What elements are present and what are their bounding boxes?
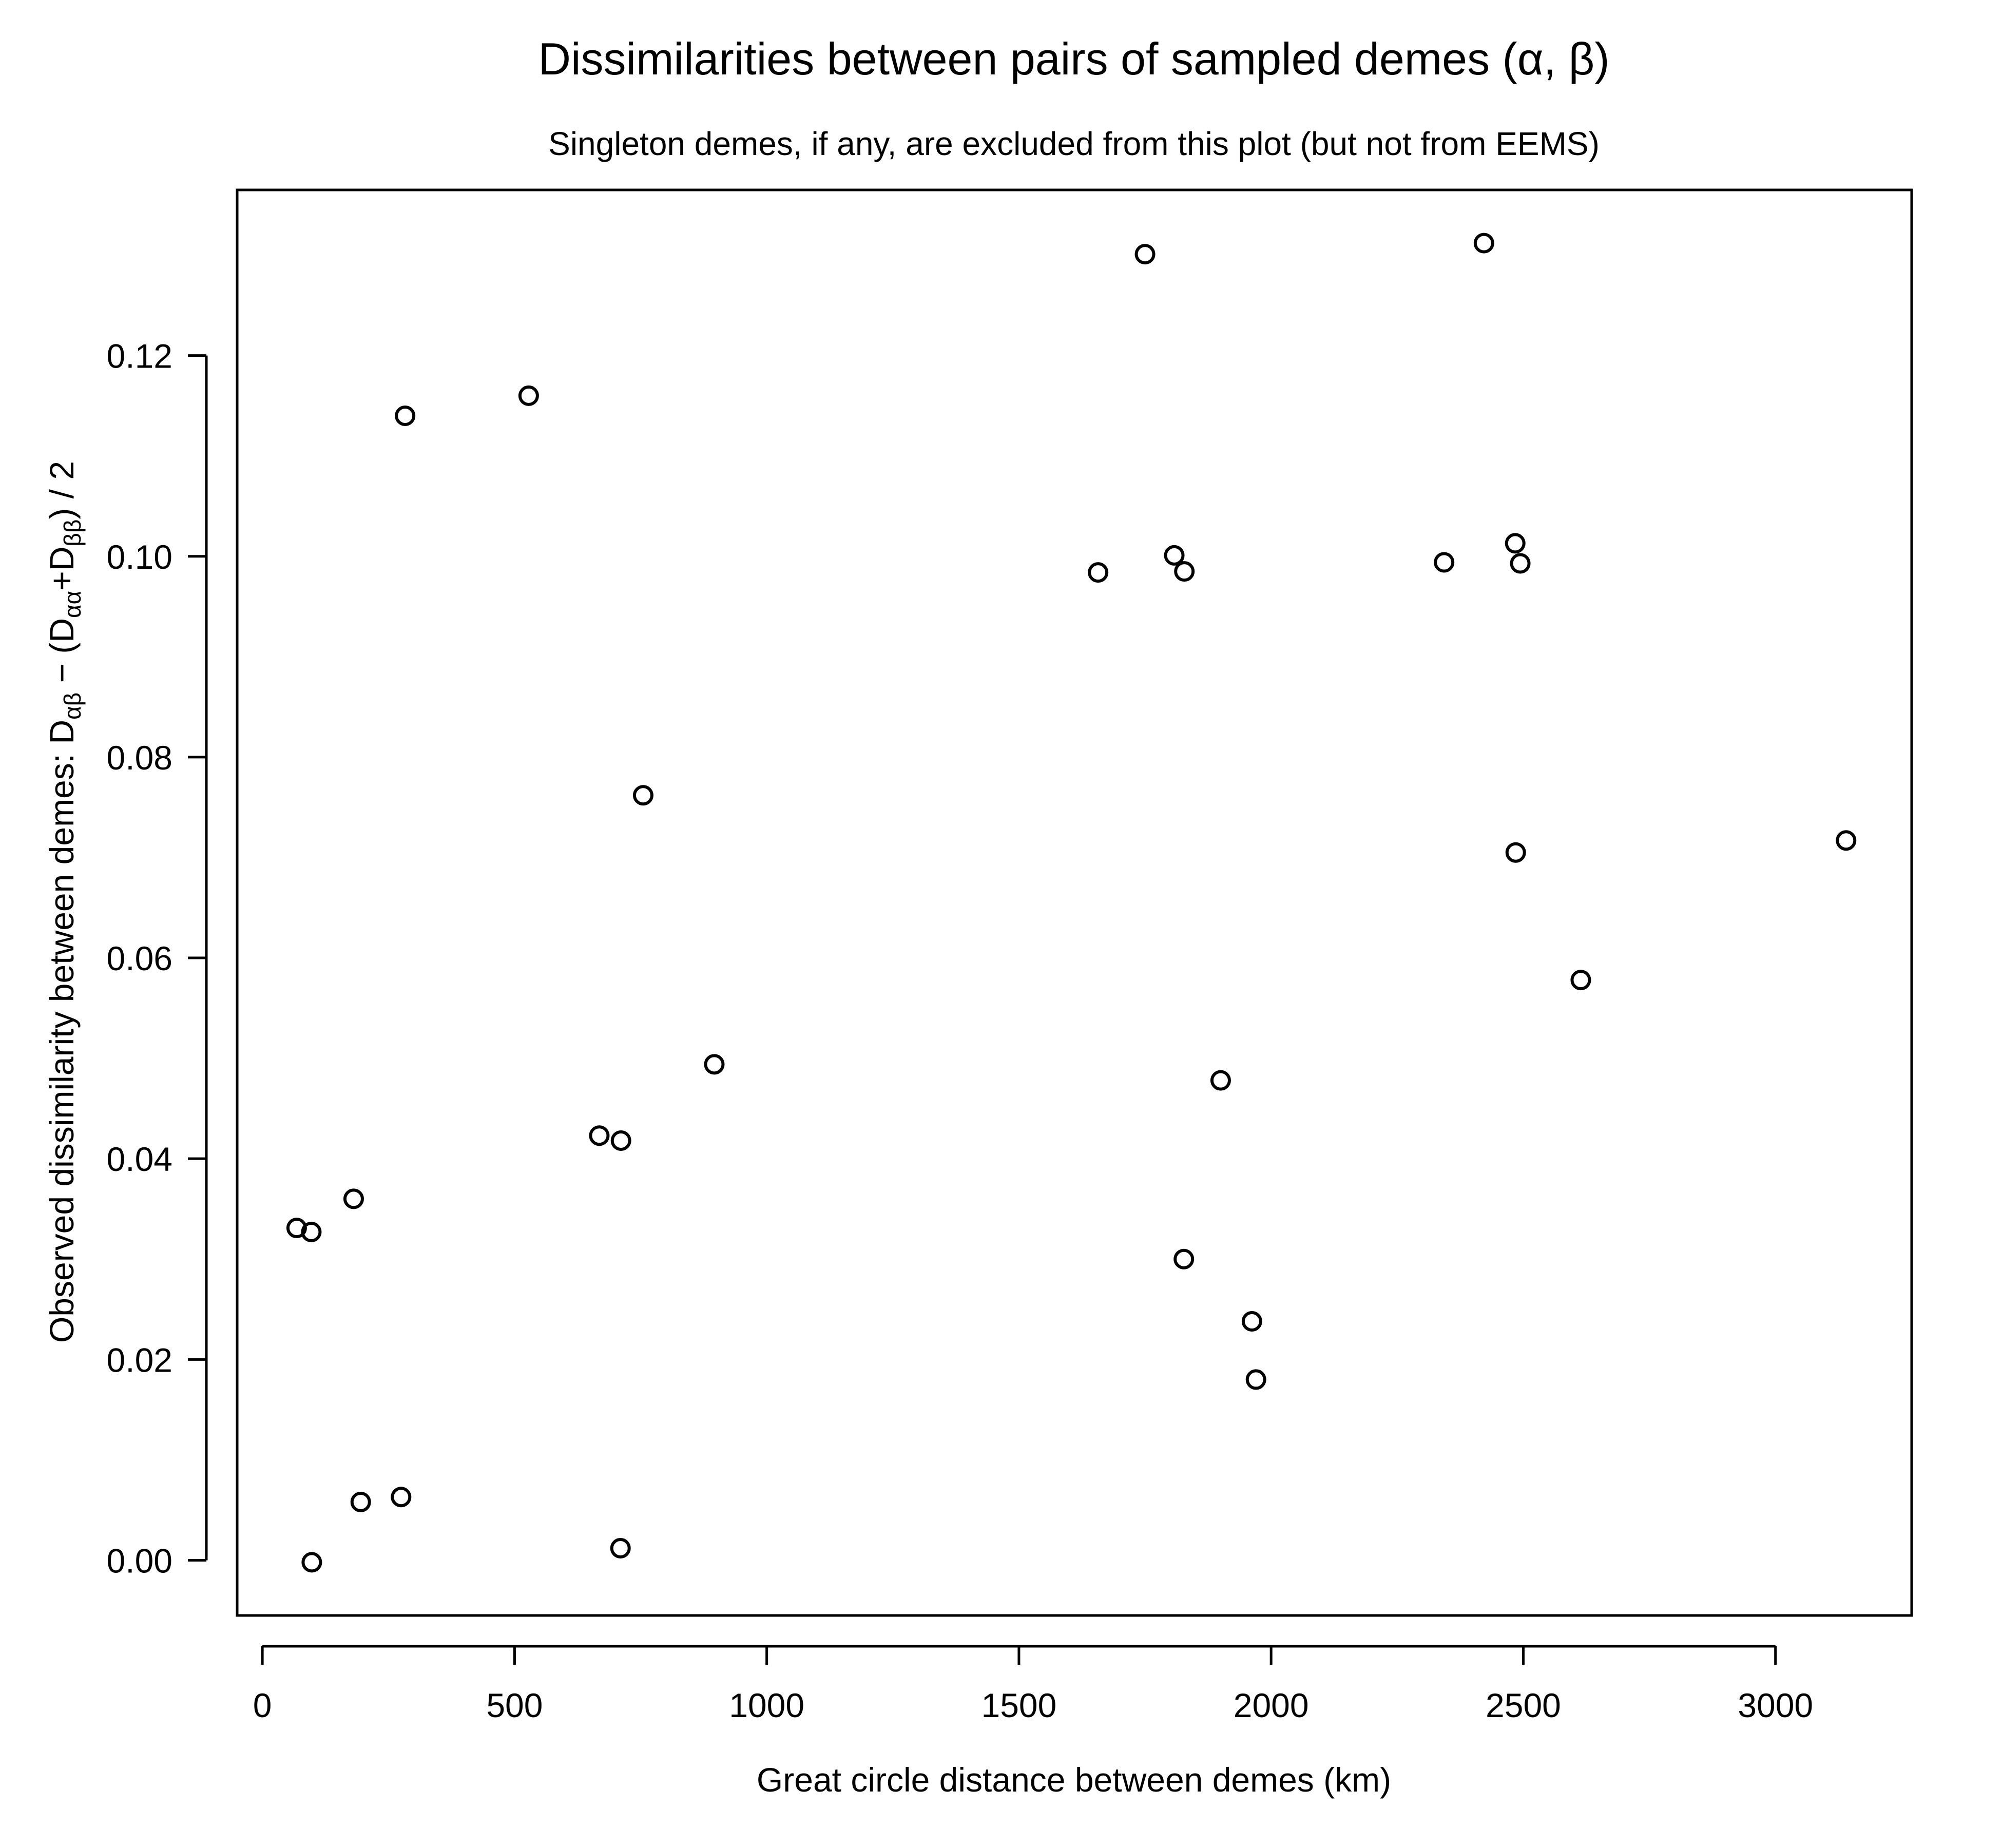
- y-label-suffix: ) / 2: [43, 461, 81, 519]
- y-label-subscript-ab: αβ: [59, 692, 86, 720]
- y-label-subscript-aa: αα: [59, 591, 86, 618]
- data-point: [1245, 1369, 1266, 1390]
- chart-title: Dissimilarities between pairs of sampled…: [538, 33, 1609, 84]
- data-point: [1505, 842, 1526, 863]
- data-point: [704, 1054, 725, 1075]
- data-point: [1473, 233, 1494, 254]
- data-point: [1434, 552, 1455, 573]
- x-tick-label: 1000: [729, 1686, 804, 1724]
- y-tick-label: 0.08: [107, 739, 172, 777]
- data-point: [1173, 1248, 1195, 1269]
- x-tick-label: 1500: [981, 1686, 1057, 1724]
- y-label-mid-1: − (D: [43, 618, 81, 692]
- y-label-subscript-bb: ββ: [59, 519, 86, 547]
- y-tick-label: 0.04: [107, 1140, 172, 1178]
- data-point: [518, 385, 539, 406]
- x-tick-label: 2500: [1486, 1686, 1561, 1724]
- x-tick-label: 500: [486, 1686, 543, 1724]
- y-tick-label: 0.06: [107, 939, 172, 977]
- y-label-mid-2: +D: [43, 547, 81, 591]
- plot-frame: [236, 188, 1913, 1617]
- data-point: [589, 1125, 610, 1146]
- data-points: [286, 233, 1857, 1573]
- data-point: [395, 406, 416, 427]
- y-tick-label: 0.12: [107, 337, 172, 375]
- x-tick-label: 2000: [1234, 1686, 1309, 1724]
- x-tick-label: 0: [253, 1686, 272, 1724]
- data-point: [1210, 1070, 1231, 1091]
- data-point: [610, 1130, 631, 1151]
- y-axis: 0.00 0.02 0.04 0.06 0.08 0.10 0.12: [107, 337, 208, 1580]
- data-point: [1088, 562, 1109, 583]
- data-point: [1510, 553, 1531, 574]
- data-point: [1174, 561, 1195, 582]
- data-point: [391, 1487, 412, 1508]
- data-point: [610, 1537, 631, 1558]
- data-point: [1836, 830, 1857, 851]
- chart-subtitle: Singleton demes, if any, are excluded fr…: [548, 125, 1600, 162]
- y-axis-label: Observed dissimilarity between demes: Dα…: [43, 461, 86, 1343]
- x-tick-label: 3000: [1738, 1686, 1813, 1724]
- y-tick-label: 0.00: [107, 1542, 172, 1580]
- data-point: [1241, 1311, 1262, 1332]
- data-point: [350, 1492, 371, 1513]
- data-point: [1570, 970, 1591, 991]
- data-point: [1134, 244, 1156, 265]
- data-point: [301, 1221, 322, 1242]
- y-tick-label: 0.10: [107, 538, 172, 576]
- x-axis-label: Great circle distance between demes (km): [757, 1761, 1391, 1799]
- x-axis: 0 500 1000 1500 2000 2500 3000: [253, 1645, 1813, 1724]
- data-point: [343, 1188, 364, 1209]
- y-label-prefix: Observed dissimilarity between demes: D: [43, 720, 81, 1343]
- data-point: [286, 1218, 307, 1239]
- data-point: [1505, 533, 1526, 554]
- y-tick-label: 0.02: [107, 1341, 172, 1379]
- data-point: [301, 1552, 322, 1573]
- data-point: [1164, 545, 1185, 566]
- data-point: [632, 785, 653, 806]
